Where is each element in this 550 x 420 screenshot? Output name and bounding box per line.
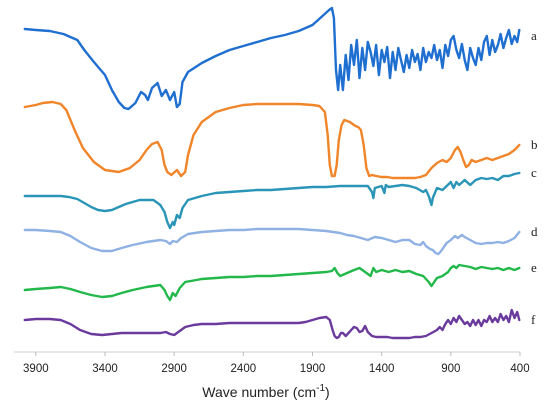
x-tick-label: 400	[510, 363, 529, 375]
x-axis-ticks: 3900 3400 2900 2400 1900 1400 900 400	[23, 352, 530, 375]
x-tick-label: 3400	[92, 363, 118, 375]
series-labels: a bc d e f	[531, 28, 538, 327]
series-line-e	[23, 263, 521, 302]
x-tick-label: 1900	[300, 363, 326, 375]
series-label-a: a	[531, 28, 537, 43]
x-tick-label: 2900	[161, 363, 187, 375]
series-label-f: f	[531, 312, 536, 327]
x-axis-title-superscript: -1	[316, 383, 325, 394]
series-label-c: c	[531, 165, 537, 180]
series-line-a	[23, 6, 521, 111]
x-tick-label: 2400	[231, 363, 257, 375]
x-axis-title: Wave number (cm-1)	[202, 383, 329, 400]
x-tick-label: 900	[441, 363, 460, 375]
x-axis-title-main: Wave number (cm	[202, 384, 316, 400]
series-group	[23, 6, 521, 340]
series-line-f	[23, 308, 521, 340]
series-line-c	[23, 171, 521, 230]
x-tick-label: 3900	[23, 363, 49, 375]
series-line-b	[23, 100, 521, 180]
x-tick-label: 1400	[369, 363, 395, 375]
x-axis-title-end: )	[325, 384, 330, 400]
series-label-b: b	[531, 137, 538, 152]
series-label-d: d	[531, 224, 538, 239]
series-label-e: e	[531, 260, 537, 275]
series-line-d	[23, 227, 521, 256]
